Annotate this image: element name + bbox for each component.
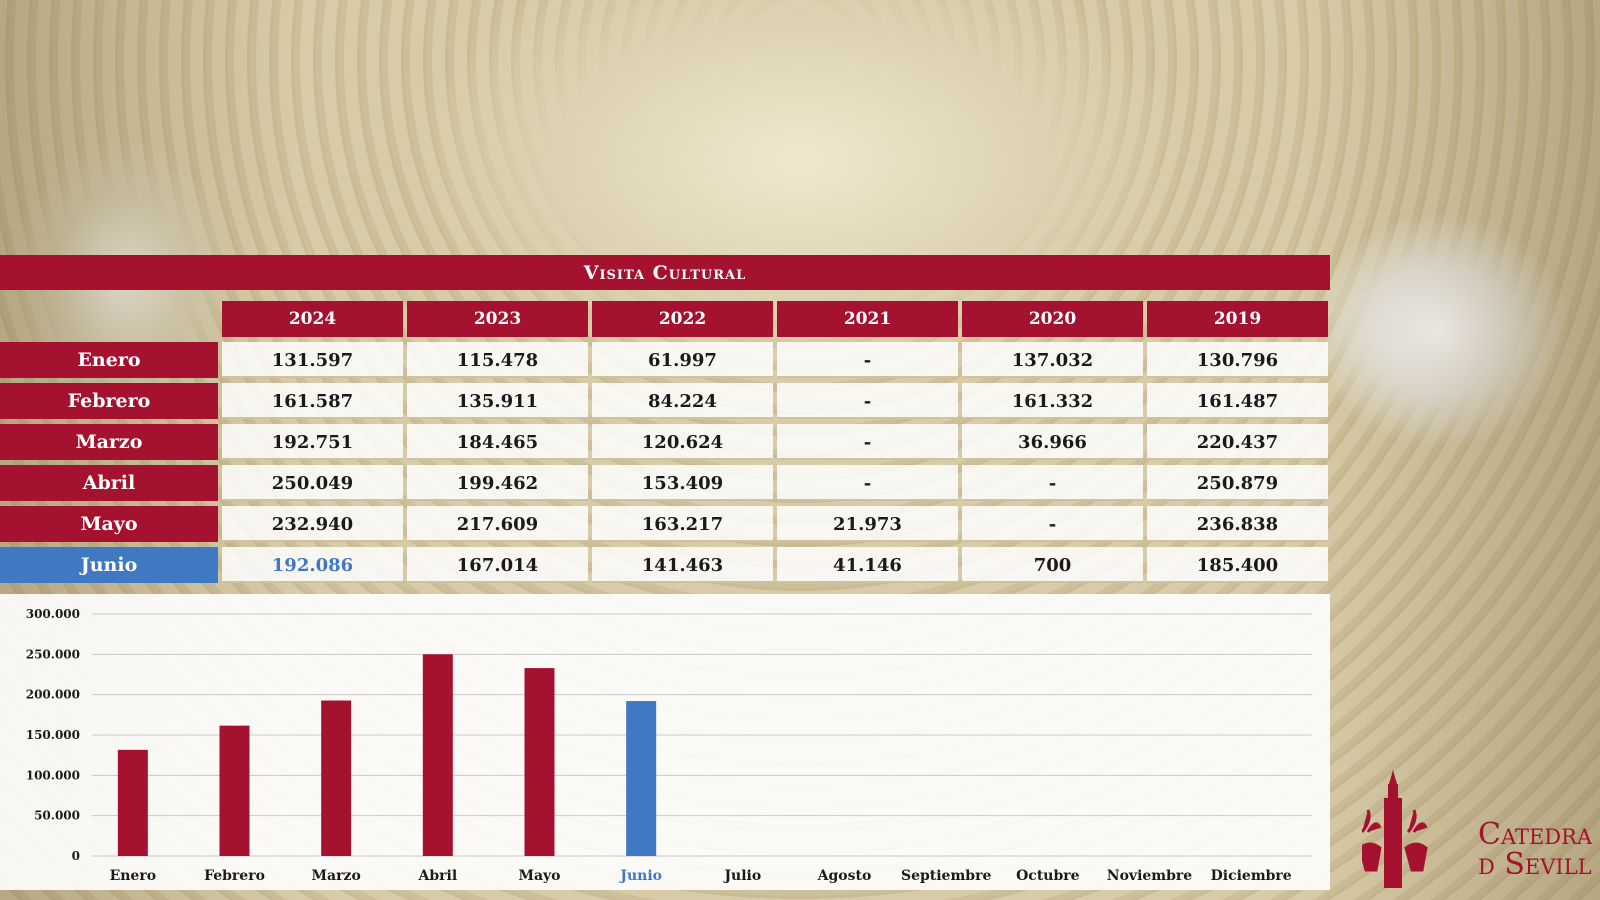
visits-cell: 161.487 [1147, 383, 1328, 419]
y-tick-label: 50.000 [34, 809, 80, 823]
visits-cell: 130.796 [1147, 342, 1328, 378]
x-tick-label: Junio [618, 868, 662, 884]
month-label-current: Junio [0, 547, 218, 583]
visits-cell: 84.224 [592, 383, 773, 419]
logo-tower-spire [1389, 770, 1397, 784]
visits-cell: 232.940 [222, 506, 403, 542]
logo-tower-top [1388, 784, 1398, 800]
x-tick-label: Octubre [1016, 868, 1080, 884]
visits-cell: 199.462 [407, 465, 588, 501]
visits-cell: 153.409 [592, 465, 773, 501]
year-header: 2022 [592, 301, 773, 337]
x-axis-ticks: Enero Febrero Marzo Abril Mayo Junio Julio Agos… [110, 868, 1292, 884]
bar [219, 725, 250, 856]
table-row: Marzo 192.751 184.465 120.624 - 36.966 2… [0, 424, 1328, 460]
x-tick-label: Septiembre [901, 868, 991, 884]
visits-cell: - [962, 506, 1143, 542]
visits-cell: - [777, 383, 958, 419]
x-tick-label: Marzo [312, 868, 361, 884]
visits-cell: 161.332 [962, 383, 1143, 419]
visits-cell: 700 [962, 547, 1143, 583]
table-row: Enero 131.597 115.478 61.997 - 137.032 1… [0, 342, 1328, 378]
logo-wordmark: Catedra d Sevill [1478, 820, 1592, 880]
visits-cell: 236.838 [1147, 506, 1328, 542]
bar [422, 654, 453, 856]
table-corner [0, 301, 218, 337]
bar [524, 668, 555, 856]
x-tick-label: Noviembre [1107, 868, 1192, 884]
table-title: Visita Cultural [0, 255, 1330, 290]
table-row: Mayo 232.940 217.609 163.217 21.973 - 23… [0, 506, 1328, 542]
year-header: 2024 [222, 301, 403, 337]
logo-left-vase [1362, 809, 1382, 872]
x-tick-label: Enero [110, 868, 156, 884]
logo-text-line1: Catedra [1478, 817, 1593, 852]
year-header: 2020 [962, 301, 1143, 337]
x-tick-label: Mayo [518, 868, 560, 884]
table-row: Febrero 161.587 135.911 84.224 - 161.332… [0, 383, 1328, 419]
visits-cell-current: 192.086 [222, 547, 403, 583]
y-axis-ticks: 0 50.000 100.000 150.000 200.000 250.000 300.0… [26, 607, 80, 863]
y-tick-label: 150.000 [26, 728, 80, 742]
visits-cell: 36.966 [962, 424, 1143, 460]
bar-chart-svg: 0 50.000 100.000 150.000 200.000 250.000 300.0… [26, 607, 1312, 884]
visits-cell: - [777, 465, 958, 501]
grid-lines [92, 613, 1312, 857]
visits-cell: 21.973 [777, 506, 958, 542]
bar [117, 749, 148, 856]
visits-cell: - [777, 424, 958, 460]
year-header-row: 2024 2023 2022 2021 2020 2019 [0, 301, 1328, 337]
visits-cell: 167.014 [407, 547, 588, 583]
month-label: Abril [0, 465, 218, 501]
x-tick-label: Agosto [817, 868, 872, 884]
visits-cell: 120.624 [592, 424, 773, 460]
x-tick-label: Diciembre [1211, 868, 1292, 884]
visits-cell: 135.911 [407, 383, 588, 419]
y-tick-label: 200.000 [26, 688, 80, 702]
table-row: Abril 250.049 199.462 153.409 - - 250.87… [0, 465, 1328, 501]
visits-table: 2024 2023 2022 2021 2020 2019 Enero 131.… [0, 296, 1332, 588]
visits-cell: 184.465 [407, 424, 588, 460]
visits-cell: 217.609 [407, 506, 588, 542]
y-tick-label: 250.000 [26, 647, 80, 661]
bar [321, 700, 352, 856]
bar-chart: 0 50.000 100.000 150.000 200.000 250.000 300.0… [0, 594, 1330, 890]
bar [626, 701, 657, 856]
year-header: 2019 [1147, 301, 1328, 337]
visits-cell: 250.049 [222, 465, 403, 501]
logo-text-line2: d Sevill [1478, 847, 1592, 882]
month-label: Enero [0, 342, 218, 378]
visits-cell: 192.751 [222, 424, 403, 460]
logo-tower [1384, 798, 1402, 888]
x-tick-label: Julio [722, 868, 761, 884]
year-header: 2023 [407, 301, 588, 337]
month-label: Mayo [0, 506, 218, 542]
visits-cell: 115.478 [407, 342, 588, 378]
visits-cell: 220.437 [1147, 424, 1328, 460]
visits-cell: - [777, 342, 958, 378]
visits-cell: 137.032 [962, 342, 1143, 378]
month-label: Marzo [0, 424, 218, 460]
visits-cell: 141.463 [592, 547, 773, 583]
x-tick-label: Abril [417, 868, 457, 884]
visits-cell: 131.597 [222, 342, 403, 378]
y-tick-label: 100.000 [26, 768, 80, 782]
visits-cell: 41.146 [777, 547, 958, 583]
year-header: 2021 [777, 301, 958, 337]
visits-cell: 185.400 [1147, 547, 1328, 583]
table-row-current: Junio 192.086 167.014 141.463 41.146 700… [0, 547, 1328, 583]
visits-cell: 61.997 [592, 342, 773, 378]
visits-cell: 250.879 [1147, 465, 1328, 501]
visits-cell: 163.217 [592, 506, 773, 542]
cathedral-logo [1362, 770, 1428, 888]
x-tick-label: Febrero [204, 868, 265, 884]
y-tick-label: 300.000 [26, 607, 80, 621]
month-label: Febrero [0, 383, 218, 419]
visits-cell: 161.587 [222, 383, 403, 419]
visits-cell: - [962, 465, 1143, 501]
y-tick-label: 0 [72, 849, 80, 863]
bars [117, 654, 657, 856]
logo-right-vase [1404, 809, 1428, 872]
